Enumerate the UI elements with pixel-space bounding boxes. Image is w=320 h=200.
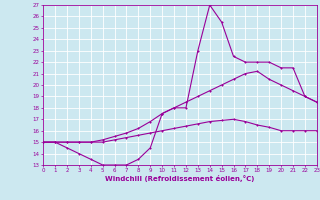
X-axis label: Windchill (Refroidissement éolien,°C): Windchill (Refroidissement éolien,°C) bbox=[105, 175, 255, 182]
